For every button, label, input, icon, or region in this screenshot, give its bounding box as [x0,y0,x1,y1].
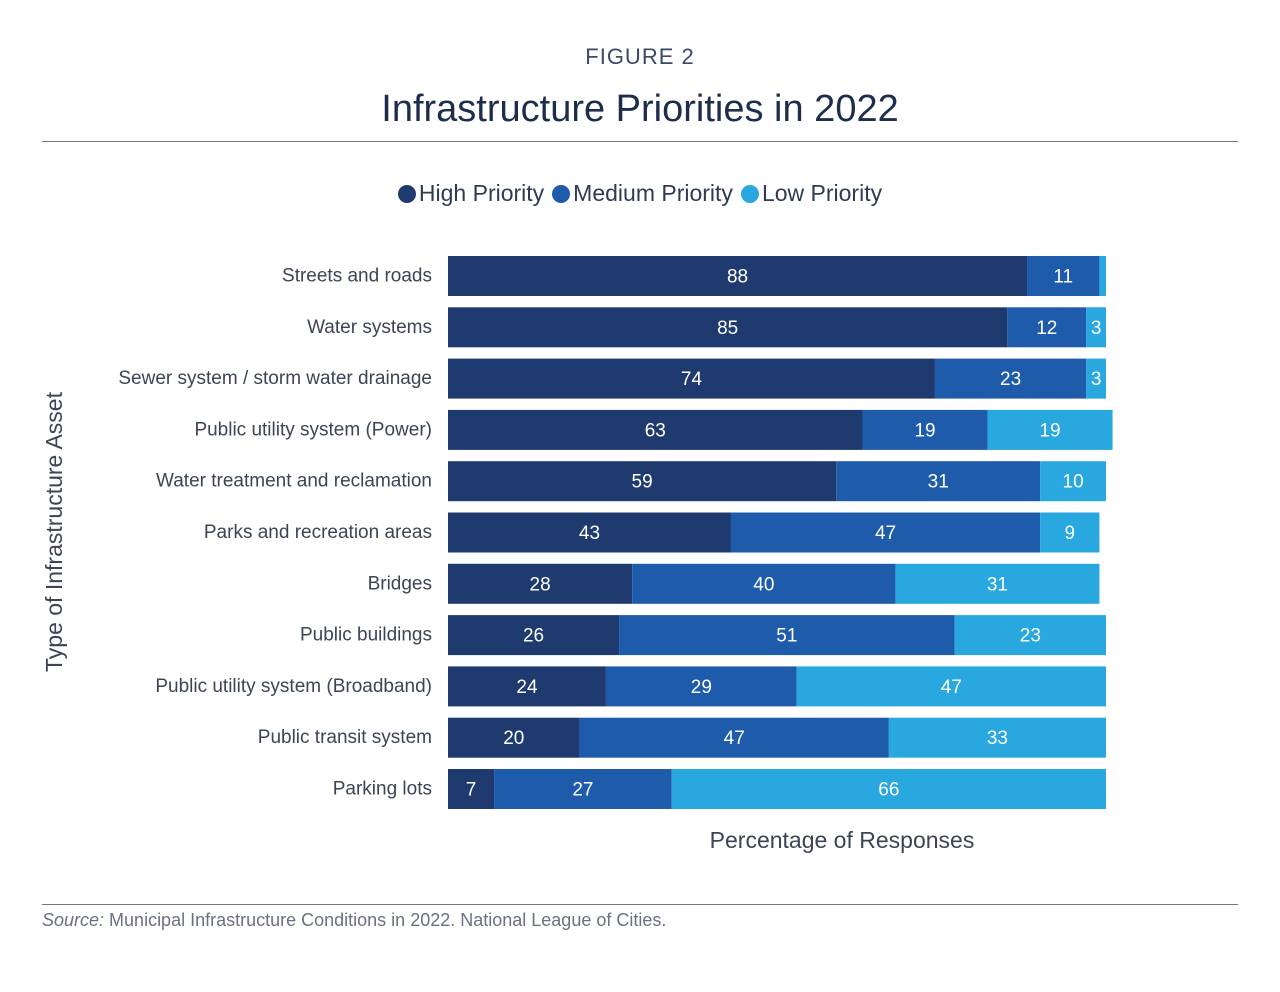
bar-segment-high [448,358,935,399]
bar-segment-low [1099,256,1106,296]
data-label-low: 31 [987,574,1008,595]
x-axis-label: Percentage of Responses [710,827,975,853]
data-label-low: 47 [941,677,962,698]
bar-segment-high [448,717,580,758]
data-label-medium: 23 [1000,369,1021,390]
bar-segment-medium [619,615,955,656]
data-label-high: 26 [523,626,544,647]
category-label: Water systems [307,317,432,338]
bar-segment-low [1086,358,1106,399]
source-text: Municipal Infrastructure Conditions in 2… [104,910,667,930]
legend-label-low: Low Priority [761,180,883,206]
bar-segment-high [448,563,633,604]
data-label-medium: 31 [928,472,949,493]
data-label-medium: 27 [572,780,593,801]
title-divider [42,141,1238,142]
category-label: Water treatment and reclamation [156,471,432,492]
bar-segment-low [1040,461,1106,502]
bar-segment-medium [494,769,672,809]
data-label-low: 19 [1039,420,1060,441]
bar-segment-medium [836,461,1041,502]
legend-label-high: High Priority [418,180,545,206]
data-label-medium: 51 [776,626,797,647]
legend-item-low: Low Priority [740,180,883,207]
bar-segment-low [954,615,1106,656]
bar-segment-high [448,615,620,656]
bar-segment-low [895,563,1100,604]
source-divider [42,904,1238,905]
data-label-medium: 40 [753,574,774,595]
category-label: Bridges [368,573,432,594]
legend-label-medium: Medium Priority [573,180,733,206]
legend-swatch-low [740,184,759,203]
data-label-low: 66 [878,780,899,801]
bar-segment-high [448,769,495,809]
legend-item-medium: Medium Priority [552,180,733,207]
category-label: Streets and roads [282,266,432,287]
data-label-medium: 12 [1036,318,1057,339]
bar-segment-low [987,409,1113,450]
legend-swatch-medium [552,184,571,203]
bar-segment-low [671,769,1106,809]
bar-segment-low [1086,307,1106,348]
bar-segment-high [448,461,837,502]
data-label-medium: 47 [724,728,745,749]
category-label: Public transit system [258,727,432,748]
data-label-low: 3 [1091,369,1102,390]
bar-segment-high [448,307,1008,348]
data-label-low: 3 [1091,318,1102,339]
category-label: Sewer system / storm water drainage [118,368,432,389]
category-label: Parking lots [333,779,432,800]
chart-title: Infrastructure Priorities in 2022 [381,88,899,130]
data-label-high: 7 [466,780,477,801]
bar-segment-medium [632,563,896,604]
data-label-medium: 11 [1053,267,1073,288]
bar-segment-medium [1007,307,1087,348]
chart-legend: High Priority Medium Priority Low Priori… [0,180,1280,207]
data-label-high: 43 [579,523,600,544]
bar-segment-high [448,666,606,707]
category-label: Public buildings [300,625,432,646]
data-label-high: 74 [681,369,703,390]
data-label-high: 20 [503,728,524,749]
category-label: Public utility system (Power) [194,419,432,440]
data-label-high: 59 [632,472,653,493]
bar-segment-high [448,256,1028,296]
data-label-high: 24 [516,677,538,698]
bar-segment-medium [1027,256,1100,296]
data-label-high: 28 [530,574,551,595]
data-label-medium: 47 [875,523,896,544]
data-label-low: 9 [1065,523,1076,544]
stacked-bar-chart: Streets and roads 88 11 Water systems 85 12 3 S… [41,256,1113,853]
bar-segment-medium [934,358,1087,399]
bar-segment-low [796,666,1106,707]
category-label: Parks and recreation areas [204,522,432,543]
data-label-low: 33 [987,728,1008,749]
figure-label: FIGURE 2 [585,44,695,69]
bar-segment-low [1040,512,1100,553]
data-label-high: 88 [727,267,748,288]
data-label-low: 10 [1063,472,1084,493]
category-label: Public utility system (Broadband) [155,676,432,697]
bar-segment-low [888,717,1106,758]
data-label-high: 85 [717,318,738,339]
legend-swatch-high [397,184,416,203]
data-label-medium: 19 [914,420,935,441]
data-label-low: 23 [1020,626,1041,647]
data-label-medium: 29 [691,677,712,698]
source-label: Source: [42,910,105,930]
legend-item-high: High Priority [397,180,545,207]
source-note: Source: Municipal Infrastructure Conditi… [42,910,666,931]
y-axis-label: Type of Infrastructure Asset [41,391,67,672]
bar-segment-high [448,409,863,450]
bar-segment-medium [730,512,1041,553]
data-label-high: 63 [645,420,666,441]
bar-segment-medium [862,409,988,450]
bar-segment-high [448,512,731,553]
bar-segment-medium [579,717,889,758]
bar-segment-medium [605,666,797,707]
